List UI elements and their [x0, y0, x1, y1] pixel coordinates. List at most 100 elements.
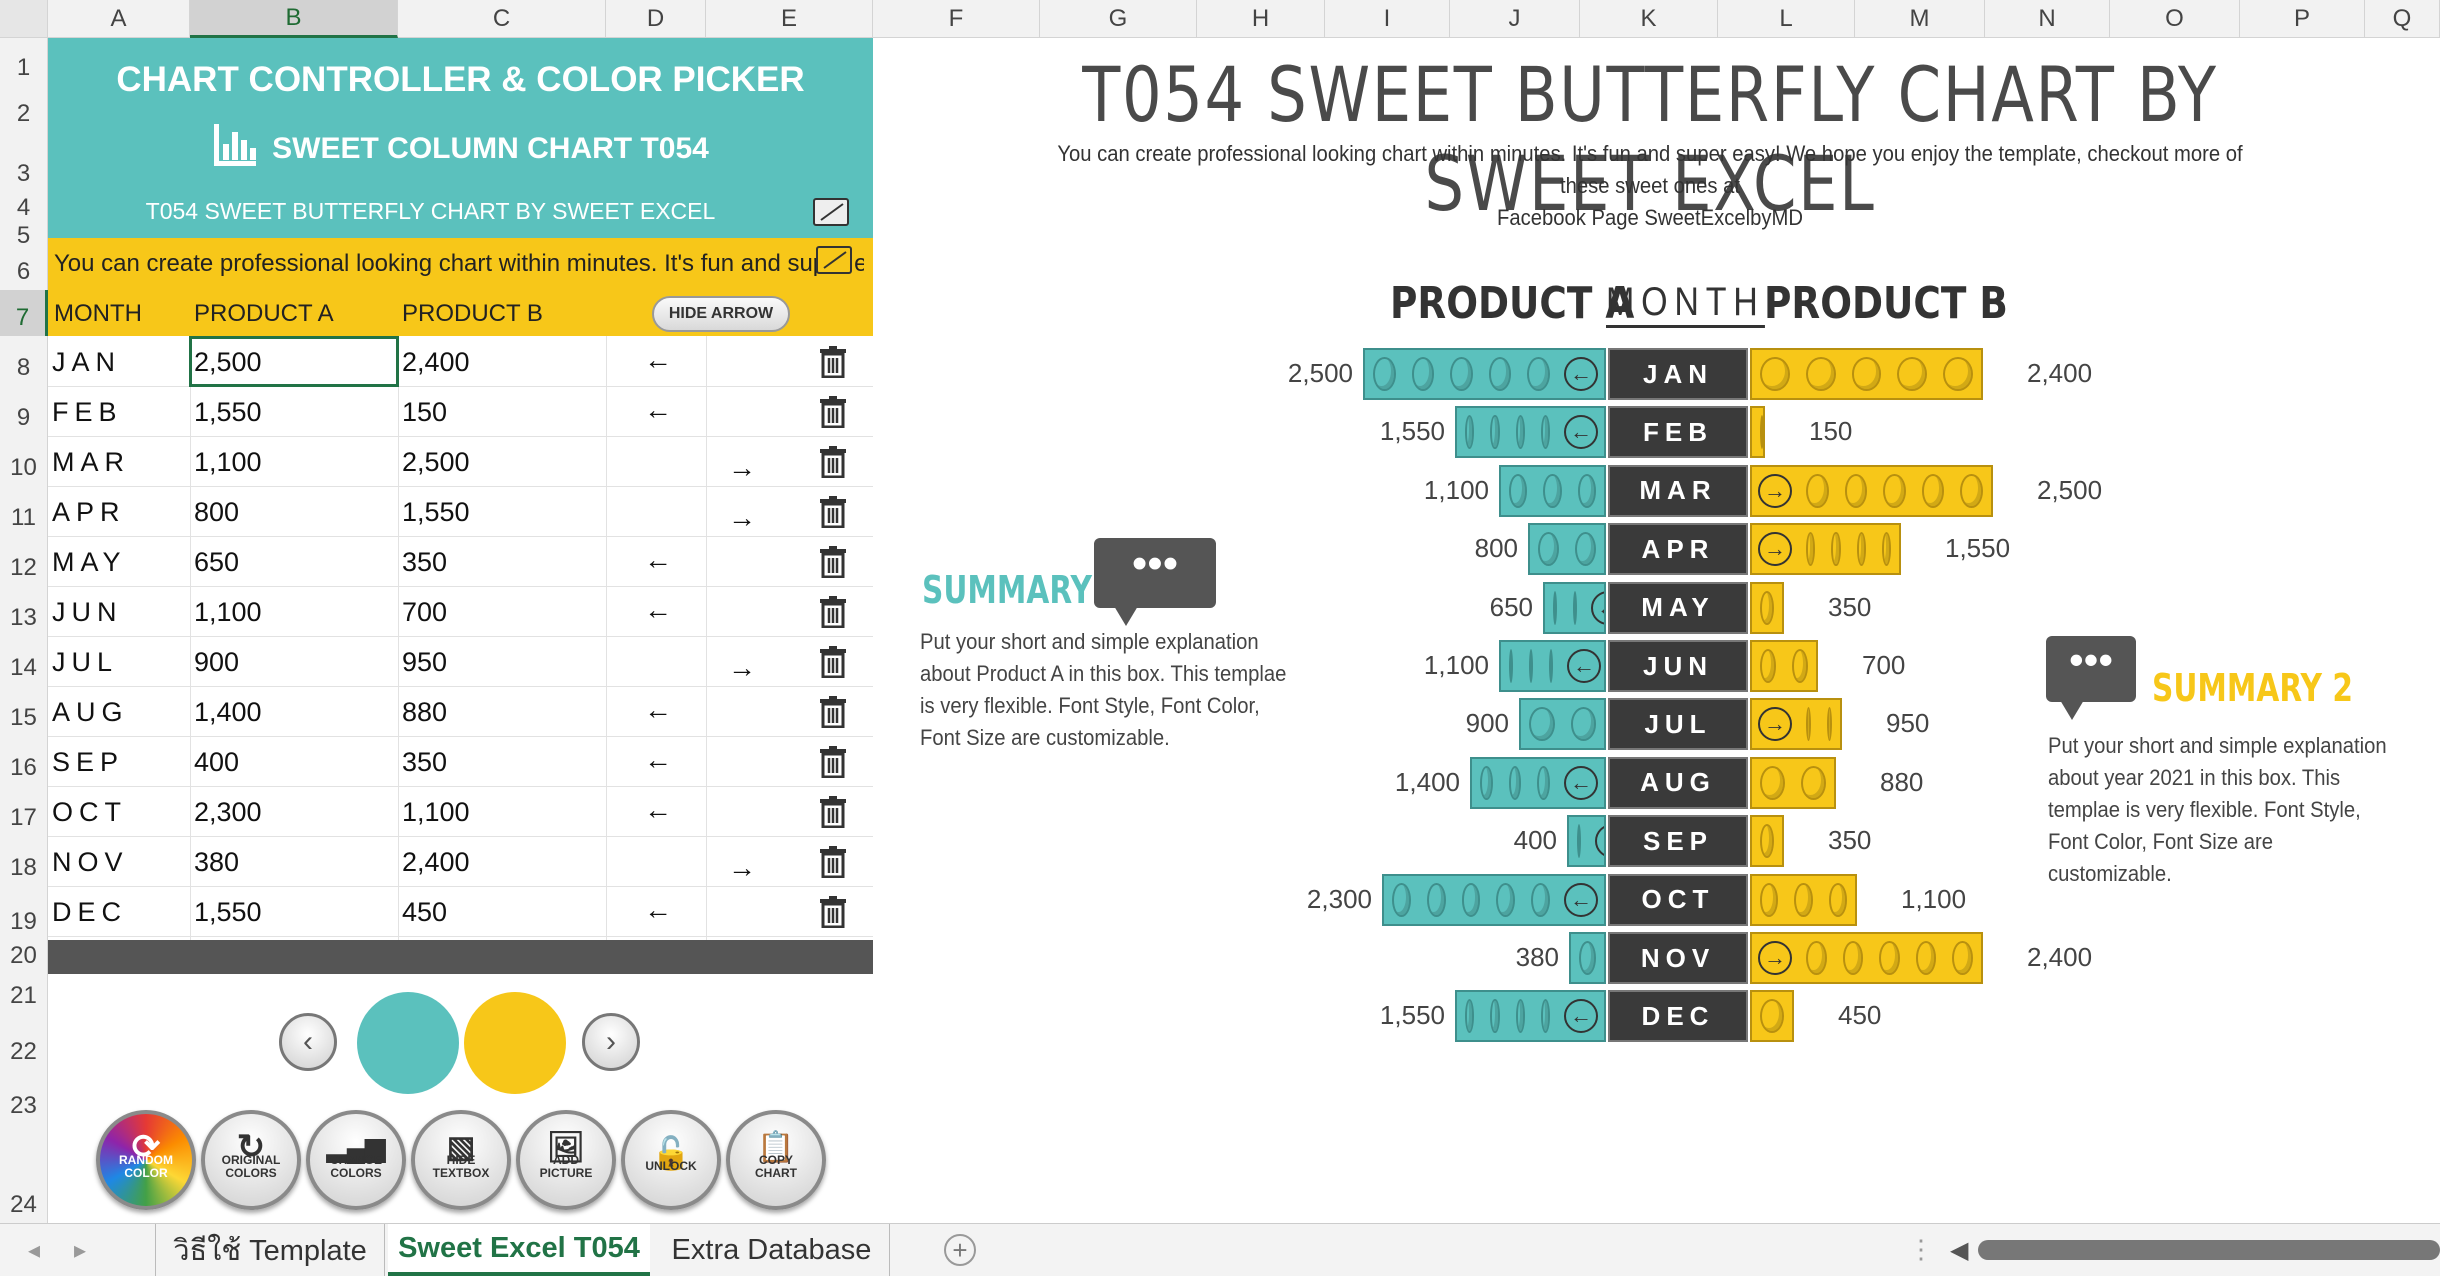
trash-icon[interactable] [820, 446, 846, 479]
row-header-17[interactable]: 17 [0, 786, 48, 836]
table-product-b-cell[interactable]: 2,500 [402, 447, 470, 477]
hide-arrow-button[interactable]: HIDE ARROW [652, 296, 790, 332]
column-header-j[interactable]: J [1450, 0, 1580, 38]
column-header-e[interactable]: E [706, 0, 873, 38]
table-product-b-cell[interactable]: 450 [402, 897, 448, 927]
column-header-q[interactable]: Q [2365, 0, 2440, 38]
column-header-m[interactable]: M [1855, 0, 1985, 38]
table-product-a-cell[interactable]: 900 [194, 647, 240, 677]
unlock-button[interactable]: 🔓 UNLOCK [621, 1110, 721, 1210]
table-product-a-cell[interactable]: 650 [194, 547, 240, 577]
column-header-g[interactable]: G [1040, 0, 1197, 38]
row-header-13[interactable]: 13 [0, 586, 48, 636]
tab-splitter-icon[interactable]: ⋮ [1908, 1234, 1934, 1264]
table-product-a-cell[interactable]: 800 [194, 497, 240, 527]
table-product-a-cell[interactable]: 380 [194, 847, 240, 877]
row-header-21[interactable]: 21 [0, 974, 48, 1014]
add-picture-button[interactable]: 🖼 ADD PICTURE [516, 1110, 616, 1210]
table-product-b-cell[interactable]: 880 [402, 697, 448, 727]
edit-title-icon[interactable] [813, 198, 849, 226]
column-header-l[interactable]: L [1718, 0, 1855, 38]
row-header-18[interactable]: 18 [0, 836, 48, 886]
add-sheet-icon[interactable]: + [944, 1234, 976, 1266]
tab-extra-database[interactable]: Extra Database [654, 1224, 890, 1276]
original-colors-button[interactable]: ↻ ORIGINAL COLORS [201, 1110, 301, 1210]
row-header-15[interactable]: 15 [0, 686, 48, 736]
column-header-i[interactable]: I [1325, 0, 1450, 38]
column-header-c[interactable]: C [398, 0, 606, 38]
column-header-n[interactable]: N [1985, 0, 2110, 38]
column-header-k[interactable]: K [1580, 0, 1718, 38]
row-header-10[interactable]: 10 [0, 436, 48, 486]
row-header-14[interactable]: 14 [0, 636, 48, 686]
trash-icon[interactable] [820, 796, 846, 829]
tab-how-to-use[interactable]: วิธีใช้ Template [155, 1224, 385, 1276]
row-header-1[interactable]: 1 [0, 38, 48, 86]
edit-text-icon[interactable] [816, 246, 852, 274]
row-header-8[interactable]: 8 [0, 336, 48, 386]
trash-icon[interactable] [820, 696, 846, 729]
copy-chart-button[interactable]: 📋 COPY CHART [726, 1110, 826, 1210]
scroll-left-icon[interactable]: ◂ [28, 1237, 41, 1264]
random-color-button[interactable]: ⟳ RANDOM COLOR [96, 1110, 196, 1210]
table-product-a-cell[interactable]: 400 [194, 747, 240, 777]
trash-icon[interactable] [820, 746, 846, 779]
trash-icon[interactable] [820, 496, 846, 529]
trash-icon[interactable] [820, 646, 846, 679]
column-header-o[interactable]: O [2110, 0, 2240, 38]
next-color-button[interactable]: › [582, 1013, 640, 1071]
table-product-a-cell[interactable]: 2,500 [194, 347, 262, 377]
column-header-b[interactable]: B [190, 0, 398, 38]
table-product-b-cell[interactable]: 2,400 [402, 847, 470, 877]
row-header-3[interactable]: 3 [0, 132, 48, 192]
table-product-b-cell[interactable]: 350 [402, 547, 448, 577]
row-header-11[interactable]: 11 [0, 486, 48, 536]
column-header-a[interactable]: A [48, 0, 190, 38]
trash-icon[interactable] [820, 396, 846, 429]
table-product-b-cell[interactable]: 1,100 [402, 797, 470, 827]
select-all-corner[interactable] [0, 0, 48, 38]
prev-color-button[interactable]: ‹ [279, 1013, 337, 1071]
trash-icon[interactable] [820, 896, 846, 929]
row-header-9[interactable]: 9 [0, 386, 48, 436]
trash-icon[interactable] [820, 596, 846, 629]
product-b-color-swatch[interactable] [464, 992, 566, 1094]
table-product-a-cell[interactable]: 1,100 [194, 597, 262, 627]
column-header-p[interactable]: P [2240, 0, 2365, 38]
change-colors-button[interactable]: ▂▄▆ CHANGE COLORS [306, 1110, 406, 1210]
table-product-b-cell[interactable]: 2,400 [402, 347, 470, 377]
trash-icon[interactable] [820, 846, 846, 879]
row-header-22[interactable]: 22 [0, 1014, 48, 1070]
table-product-b-cell[interactable]: 700 [402, 597, 448, 627]
column-header-h[interactable]: H [1197, 0, 1325, 38]
table-product-b-cell[interactable]: 150 [402, 397, 448, 427]
hide-textbox-button[interactable]: ▧ HIDE TEXTBOX [411, 1110, 511, 1210]
product-a-color-swatch[interactable] [357, 992, 459, 1094]
tab-sweet-excel-t054[interactable]: Sweet Excel T054 [388, 1224, 650, 1276]
row-header-4[interactable]: 4 [0, 192, 48, 226]
scroll-right-icon[interactable]: ▸ [74, 1237, 87, 1264]
table-product-b-cell[interactable]: 1,550 [402, 497, 470, 527]
row-header-2[interactable]: 2 [0, 86, 48, 132]
column-header-f[interactable]: F [873, 0, 1040, 38]
row-header-5[interactable]: 5 [0, 222, 48, 254]
table-product-a-cell[interactable]: 2,300 [194, 797, 262, 827]
table-product-b-cell[interactable]: 950 [402, 647, 448, 677]
row-header-20[interactable]: 20 [0, 940, 48, 974]
row-header-24[interactable]: 24 [0, 1124, 48, 1223]
row-header-19[interactable]: 19 [0, 886, 48, 940]
table-product-a-cell[interactable]: 1,100 [194, 447, 262, 477]
row-header-23[interactable]: 23 [0, 1070, 48, 1124]
table-product-b-cell[interactable]: 350 [402, 747, 448, 777]
row-header-16[interactable]: 16 [0, 736, 48, 786]
trash-icon[interactable] [820, 346, 846, 379]
row-header-6[interactable]: 6 [0, 254, 48, 290]
table-product-a-cell[interactable]: 1,400 [194, 697, 262, 727]
column-header-d[interactable]: D [606, 0, 706, 38]
trash-icon[interactable] [820, 546, 846, 579]
row-header-12[interactable]: 12 [0, 536, 48, 586]
table-product-a-cell[interactable]: 1,550 [194, 897, 262, 927]
horizontal-scrollbar[interactable] [1978, 1240, 2440, 1260]
table-product-a-cell[interactable]: 1,550 [194, 397, 262, 427]
row-header-7[interactable]: 7 [0, 290, 48, 336]
